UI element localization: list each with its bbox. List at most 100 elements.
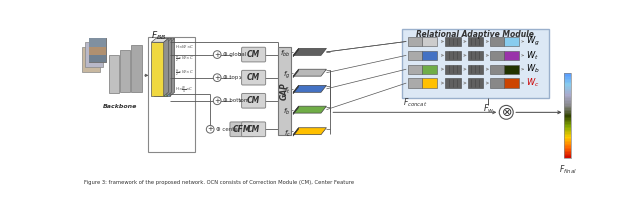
Bar (422, 51, 437, 60)
Circle shape (213, 97, 221, 105)
Text: ⊕ global: ⊕ global (223, 52, 246, 57)
Bar (490, 51, 504, 60)
Bar (504, 65, 520, 74)
Bar (564, 106, 572, 107)
Text: CFM: CFM (233, 125, 252, 134)
Text: +: + (214, 98, 220, 104)
Bar (564, 154, 572, 155)
Text: $W_c$: $W_c$ (527, 77, 540, 89)
Bar (467, 37, 483, 46)
Text: $F_{final}$: $F_{final}$ (559, 163, 577, 176)
FancyBboxPatch shape (241, 122, 266, 137)
Bar (445, 37, 461, 46)
Circle shape (206, 125, 214, 133)
Text: +: + (214, 51, 220, 58)
Bar (278, 47, 291, 135)
Bar (564, 108, 572, 110)
Bar (564, 137, 572, 138)
Bar (402, 29, 549, 99)
Text: ⊕ bottom: ⊕ bottom (223, 98, 250, 103)
Polygon shape (293, 69, 298, 78)
Bar (88, 38, 106, 62)
Bar (408, 51, 422, 60)
Polygon shape (293, 106, 298, 115)
Bar (564, 89, 572, 90)
Bar (564, 96, 572, 97)
Bar (504, 78, 520, 88)
Text: $f_{bb}$: $f_{bb}$ (280, 49, 291, 59)
Bar (564, 73, 572, 75)
Bar (564, 131, 572, 133)
Text: +: + (214, 75, 220, 81)
Text: CM: CM (247, 50, 260, 59)
Bar (564, 156, 572, 158)
Bar (422, 78, 437, 88)
Bar (564, 80, 572, 82)
Bar (88, 38, 106, 62)
Bar (564, 128, 572, 130)
Bar (564, 107, 572, 109)
Bar (88, 38, 106, 47)
Bar (564, 81, 572, 83)
Bar (564, 115, 572, 117)
Bar (408, 78, 422, 88)
Bar (564, 152, 572, 154)
Bar (564, 83, 572, 85)
Bar (408, 65, 422, 74)
Bar (564, 91, 572, 93)
Bar (467, 51, 483, 60)
Bar (564, 94, 572, 96)
Bar (564, 120, 572, 122)
Text: $H\!\times\!W\!\times\!C$: $H\!\times\!W\!\times\!C$ (175, 43, 194, 50)
Text: $F_{BB}$: $F_{BB}$ (151, 30, 167, 42)
Polygon shape (157, 38, 175, 42)
Text: $F_w$: $F_w$ (483, 102, 494, 115)
Bar (422, 65, 437, 74)
Bar (564, 125, 572, 127)
Text: +: + (207, 126, 213, 132)
Bar (564, 127, 572, 128)
Bar (564, 90, 572, 92)
Bar (564, 141, 572, 143)
Bar (564, 135, 572, 137)
Bar (564, 111, 572, 113)
Bar (120, 50, 130, 92)
Bar (157, 42, 170, 96)
Bar (564, 100, 572, 102)
Bar (564, 79, 572, 81)
Bar (408, 37, 422, 46)
Polygon shape (151, 38, 168, 42)
Bar (564, 97, 572, 99)
Bar (564, 149, 572, 151)
Text: Figure 3: framework of the proposed network. OCN consists of Correction Module (: Figure 3: framework of the proposed netw… (84, 180, 354, 185)
Bar (564, 84, 572, 86)
Text: $W_t$: $W_t$ (527, 49, 539, 62)
Bar (564, 130, 572, 131)
Bar (88, 47, 106, 55)
Bar (564, 145, 572, 147)
Polygon shape (293, 48, 298, 57)
Bar (445, 51, 461, 60)
Text: CM: CM (247, 125, 260, 134)
Bar (504, 37, 520, 46)
Bar (564, 74, 572, 76)
Bar (83, 47, 100, 72)
Bar (564, 93, 572, 95)
Bar (564, 132, 572, 134)
Bar (564, 134, 572, 135)
Bar (564, 104, 572, 106)
FancyBboxPatch shape (230, 122, 254, 137)
Polygon shape (293, 69, 326, 76)
Polygon shape (293, 128, 298, 136)
Bar (564, 121, 572, 123)
Bar (490, 37, 504, 46)
Text: $W_g$: $W_g$ (527, 35, 540, 48)
Polygon shape (293, 85, 298, 94)
Text: Backbone: Backbone (103, 104, 138, 109)
Bar (564, 155, 572, 157)
Bar (88, 55, 106, 62)
Bar (564, 87, 572, 89)
Bar (467, 65, 483, 74)
Polygon shape (164, 38, 168, 96)
Bar (445, 78, 461, 88)
